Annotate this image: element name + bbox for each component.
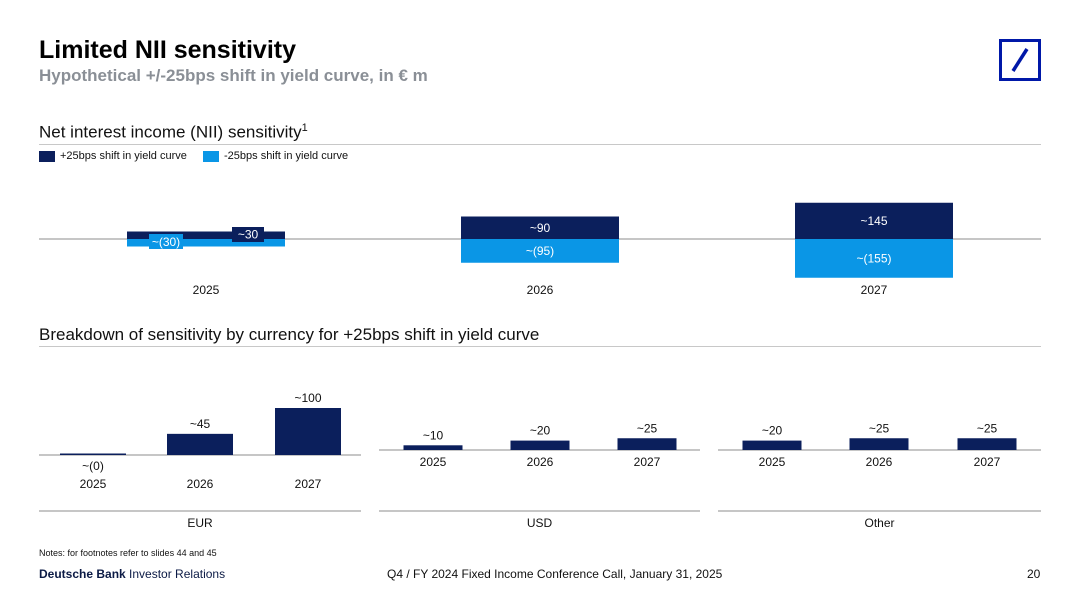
usd-x-tick-label-2026: 2026 bbox=[527, 455, 554, 469]
data-label-down-2026: ~(95) bbox=[526, 244, 554, 258]
footer-brand-rest: Investor Relations bbox=[125, 567, 226, 581]
other-bar-2025 bbox=[742, 440, 802, 450]
legend-label-down: -25bps shift in yield curve bbox=[224, 150, 349, 162]
breakdown-section-title: Breakdown of sensitivity by currency for… bbox=[39, 325, 540, 344]
nii-section-rule bbox=[39, 144, 1041, 145]
eur-panel-title: EUR bbox=[187, 516, 213, 530]
bar-up-2026 bbox=[461, 216, 619, 239]
other-data-label-2027: ~25 bbox=[977, 421, 998, 435]
page-subtitle: Hypothetical +/-25bps shift in yield cur… bbox=[39, 66, 428, 85]
legend-item-up: +25bps shift in yield curve bbox=[39, 150, 187, 162]
other-bar-2026 bbox=[849, 438, 909, 450]
deutsche-bank-logo bbox=[999, 39, 1041, 81]
nii-chart: ~(30) ~30 2025 ~90 ~(95) 2026 ~145 ~(155) 2027 bbox=[39, 202, 1041, 297]
bar-down-2025 bbox=[127, 239, 285, 247]
label-bg-up-2025 bbox=[232, 227, 264, 242]
footer-brand-bold: Deutsche Bank bbox=[39, 567, 126, 581]
legend-swatch-up bbox=[39, 150, 55, 162]
eur-x-tick-label-2025: 2025 bbox=[80, 477, 107, 491]
eur-x-tick-label-2026: 2026 bbox=[187, 477, 214, 491]
eur-bar-2026 bbox=[167, 433, 233, 455]
usd-x-tick-label-2027: 2027 bbox=[634, 455, 661, 469]
usd-x-tick-label-2025: 2025 bbox=[420, 455, 447, 469]
footer-event: Q4 / FY 2024 Fixed Income Conference Cal… bbox=[387, 567, 723, 581]
data-label-up-2026: ~90 bbox=[530, 221, 551, 235]
other-bar-2027 bbox=[957, 438, 1017, 450]
bar-up-2027 bbox=[795, 202, 953, 239]
usd-data-label-2027: ~25 bbox=[637, 421, 658, 435]
other-x-tick-label-2026: 2026 bbox=[866, 455, 893, 469]
eur-bar-2027 bbox=[275, 408, 341, 455]
bar-down-2027 bbox=[795, 239, 953, 278]
x-tick-label-2026: 2026 bbox=[527, 283, 554, 297]
logo-slash-icon bbox=[1011, 48, 1029, 72]
page-title: Limited NII sensitivity bbox=[39, 36, 297, 64]
usd-bar-2025 bbox=[403, 445, 463, 450]
footnote-marker: 1 bbox=[301, 122, 308, 134]
eur-data-label-2026: ~45 bbox=[190, 417, 211, 431]
other-x-tick-label-2027: 2027 bbox=[974, 455, 1001, 469]
usd-bar-2027 bbox=[617, 438, 677, 450]
data-label-up-2025: ~30 bbox=[238, 228, 259, 242]
nii-section-title-text: Net interest income (NII) sensitivity bbox=[39, 122, 302, 142]
legend-label-up: +25bps shift in yield curve bbox=[60, 150, 187, 162]
other-data-label-2025: ~20 bbox=[762, 424, 783, 438]
page-number: 20 bbox=[1027, 567, 1041, 581]
eur-x-tick-label-2027: 2027 bbox=[295, 477, 322, 491]
other-data-label-2026: ~25 bbox=[869, 421, 890, 435]
eur-bar-2025 bbox=[60, 453, 126, 455]
usd-data-label-2026: ~20 bbox=[530, 424, 551, 438]
footnotes: Notes: for footnotes refer to slides 44 … bbox=[39, 548, 217, 558]
x-tick-label-2027: 2027 bbox=[861, 283, 888, 297]
other-panel-title: Other bbox=[864, 516, 894, 530]
x-tick-label-2025: 2025 bbox=[193, 283, 220, 297]
label-bg-down-2025 bbox=[149, 234, 183, 249]
bar-down-2026 bbox=[461, 239, 619, 263]
other-x-tick-label-2025: 2025 bbox=[759, 455, 786, 469]
usd-data-label-2025: ~10 bbox=[423, 428, 444, 442]
usd-bar-2026 bbox=[510, 440, 570, 450]
data-label-down-2027: ~(155) bbox=[856, 251, 891, 265]
breakdown-section-rule bbox=[39, 346, 1041, 347]
breakdown-chart: ~(0) 2025 ~45 2026 ~100 2027 EUR ~10 2025 ~20 2026… bbox=[39, 391, 1041, 530]
usd-panel-title: USD bbox=[527, 516, 553, 530]
footer-brand: Deutsche Bank Investor Relations bbox=[39, 567, 225, 581]
bar-up-2025 bbox=[127, 231, 285, 239]
data-label-up-2027: ~145 bbox=[860, 214, 887, 228]
eur-data-label-2027: ~100 bbox=[294, 391, 321, 405]
legend-swatch-down bbox=[203, 150, 219, 162]
eur-data-label-2025: ~(0) bbox=[82, 459, 104, 473]
nii-section-title: Net interest income (NII) sensitivity1 bbox=[39, 122, 308, 143]
data-label-down-2025: ~(30) bbox=[152, 235, 180, 249]
legend-item-down: -25bps shift in yield curve bbox=[203, 150, 348, 162]
